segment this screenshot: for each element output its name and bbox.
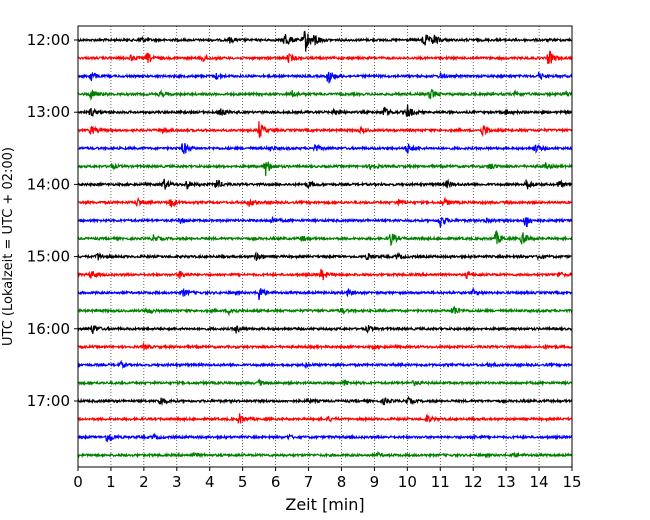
y-tick-label: 15:00 [27,248,70,266]
trace-row-1500 [77,251,573,261]
y-axis-label: UTC (Lokalzeit = UTC + 02:00) [1,147,16,346]
trace-row-1600 [77,324,573,334]
x-tick-label: 2 [139,473,149,491]
y-tick-label: 16:00 [27,320,70,338]
x-tick-label: 0 [73,473,83,491]
y-axis: 12:00 13:00 14:00 15:00 16:00 17:00 [27,31,78,410]
trace-row-1330 [77,143,573,155]
x-tick-label: 4 [205,473,215,491]
x-tick-label: 10 [398,473,417,491]
trace-row-1630 [77,359,573,370]
y-tick-label: 14:00 [27,175,70,193]
x-axis: 0 1 2 3 4 5 6 7 8 9 10 11 12 13 14 15 [73,467,582,491]
trace-row-1545 [77,305,573,317]
x-tick-label: 5 [238,473,248,491]
seismogram-traces [77,30,573,459]
x-tick-label: 13 [497,473,516,491]
x-tick-label: 9 [370,473,380,491]
x-tick-label: 15 [562,473,581,491]
x-tick-label: 11 [431,473,450,491]
trace-row-1415 [77,196,573,208]
x-tick-label: 12 [464,473,483,491]
trace-row-1300 [77,104,573,117]
x-tick-label: 7 [304,473,314,491]
x-tick-label: 6 [271,473,281,491]
x-tick-label: 8 [337,473,347,491]
trace-row-1445 [77,230,573,247]
trace-row-1400 [77,178,573,190]
trace-row-1430 [77,215,573,228]
x-axis-label: Zeit [min] [285,495,364,514]
trace-row-1345 [77,161,573,177]
trace-row-1215 [77,50,573,64]
y-tick-label: 17:00 [27,392,70,410]
x-tick-label: 14 [530,473,549,491]
trace-row-1245 [77,88,573,101]
plot-area [77,25,573,468]
trace-row-1745 [77,450,573,459]
trace-row-1230 [77,71,573,84]
trace-row-1615 [77,341,573,351]
x-tick-label: 1 [106,473,116,491]
trace-row-1515 [77,269,573,281]
trace-row-1700 [77,395,573,407]
y-tick-label: 12:00 [27,31,70,49]
trace-row-1730 [77,432,573,443]
trace-row-1200 [77,30,573,52]
x-tick-label: 3 [172,473,182,491]
y-tick-label: 13:00 [27,103,70,121]
trace-row-1530 [77,287,573,301]
trace-row-1645 [77,378,573,387]
trace-row-1715 [77,413,573,424]
trace-row-1315 [77,121,573,138]
plot-frame [77,25,573,468]
